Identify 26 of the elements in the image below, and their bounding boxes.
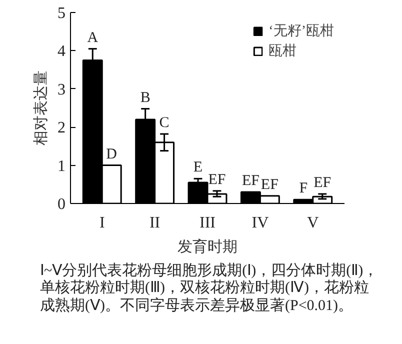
legend-label: 瓯柑 — [268, 42, 297, 60]
y-tick-label: 0 — [58, 196, 66, 213]
annotation: EF — [208, 172, 226, 188]
text: Ⅰ~Ⅴ分别代表花粉母细胞形成期(Ⅰ)，四分体时期(Ⅱ)，单核花粉粒时期(Ⅲ)，双核花粉粒时期(Ⅳ)，花粉粒成熟期(Ⅴ)。不同字母表示差异极显著(P<0.01)。 — [40, 263, 380, 315]
annotation: B — [140, 90, 150, 106]
x-tick-label: V — [307, 214, 320, 232]
x-tick-label: III — [200, 214, 216, 232]
annotation: F — [299, 180, 308, 197]
annotation: D — [106, 146, 118, 162]
annotation: C — [159, 114, 170, 131]
annotation: EF — [242, 173, 260, 190]
y-tick-label: 1 — [58, 158, 66, 175]
x-tick-label: IV — [252, 214, 270, 232]
y-tick-label: 3 — [58, 81, 66, 98]
annotation: EF — [314, 174, 332, 191]
y-tick-label: 4 — [58, 43, 66, 60]
x-tick-label: II — [149, 214, 160, 232]
annotation: EF — [260, 176, 278, 193]
y-tick-label: 2 — [58, 120, 66, 137]
legend-label: ‘无籽’瓯柑 — [268, 22, 334, 40]
annotation: A — [87, 30, 98, 46]
y-tick-label: 5 — [58, 5, 66, 22]
annotation: E — [193, 160, 203, 176]
x-axis-title: 发育时期 — [178, 238, 238, 256]
x-tick-label: I — [99, 214, 105, 232]
y-axis-title: 相对表达量 — [32, 70, 50, 146]
